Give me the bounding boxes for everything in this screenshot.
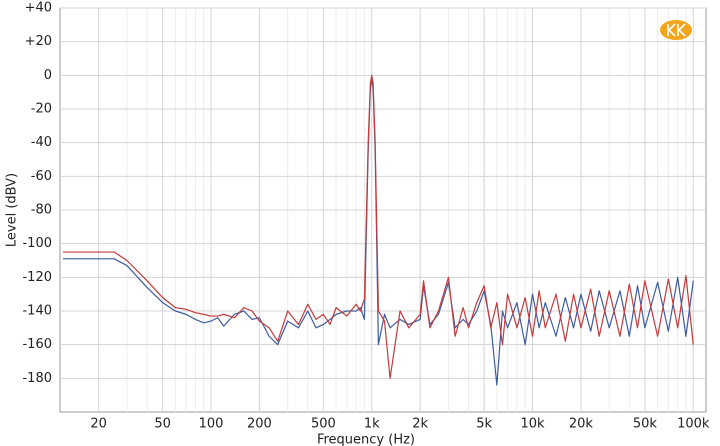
y-tick-label: -100 (22, 236, 52, 251)
y-tick-label: +20 (25, 34, 52, 49)
x-tick-label: 1k (364, 417, 380, 432)
y-tick-label: -120 (22, 270, 52, 285)
x-tick-label: 20 (90, 417, 107, 432)
x-tick-label: 50 (154, 417, 171, 432)
y-tick-label: -60 (31, 169, 52, 184)
logo-mark (667, 23, 686, 37)
x-tick-label: 5k (476, 417, 492, 432)
y-tick-label: -80 (31, 203, 52, 218)
logo-badge (660, 20, 692, 40)
y-axis-label: Level (dBV) (5, 173, 20, 247)
x-tick-label: 100k (677, 417, 710, 432)
logo (660, 20, 692, 40)
x-tick-label: 2k (412, 417, 428, 432)
x-tick-label: 10k (520, 417, 545, 432)
series-line (62, 74, 694, 379)
x-tick-label: 50k (633, 417, 658, 432)
x-tick-label: 20k (569, 417, 594, 432)
y-tick-label: -160 (22, 337, 52, 352)
x-tick-label: 200 (247, 417, 272, 432)
y-tick-label: -140 (22, 304, 52, 319)
x-tick-label: 500 (311, 417, 336, 432)
x-axis-label: Frequency (Hz) (317, 433, 415, 446)
y-tick-label: -20 (31, 102, 52, 117)
x-tick-label: 100 (199, 417, 224, 432)
y-tick-label: 0 (44, 68, 52, 83)
y-tick-label: -40 (31, 135, 52, 150)
y-tick-label: -180 (22, 371, 52, 386)
y-tick-label: +40 (25, 1, 52, 16)
